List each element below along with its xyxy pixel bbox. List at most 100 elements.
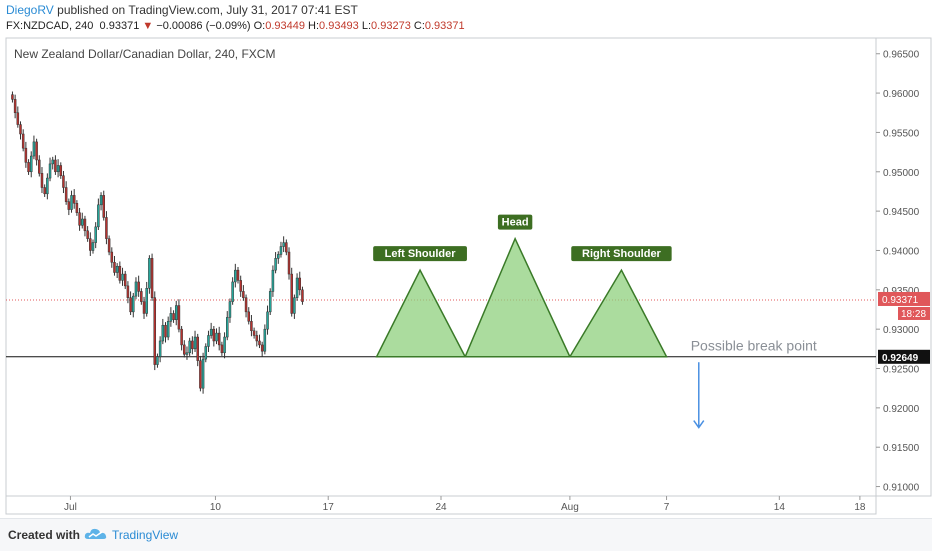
candle [156,353,159,368]
candle [293,294,296,319]
candle [169,307,173,327]
candle-body [228,301,232,318]
pattern-triangle-2 [464,236,572,358]
candle-body [201,358,205,389]
candle [56,159,60,178]
candle [121,267,124,286]
candle-body [260,344,264,352]
candle [102,190,105,221]
candle-body [16,112,20,125]
y-tick-label: 0.94000 [883,246,920,257]
candle-body [142,301,146,314]
candle [217,326,221,351]
price-axis [875,37,932,497]
author-link[interactable]: DiegoRV [6,3,54,17]
candle-body [83,218,87,232]
pattern-label-bg [571,246,672,262]
candle-body [274,258,277,271]
candle-body [123,273,127,287]
candle-body [220,344,224,354]
candle-body [169,313,173,322]
candle [150,253,154,301]
candle-body [89,238,92,251]
candle [161,318,165,345]
candle [62,170,65,194]
candle-body [132,295,135,313]
candle [290,267,293,317]
candle-body [282,242,285,247]
candle [48,157,52,182]
candle [209,322,213,339]
pattern-label: Right Shoulder [571,246,672,262]
candle-body [35,141,38,161]
candle [220,341,224,356]
candle [99,192,103,211]
symbol-label: FX:NZDCAD, 240 [6,20,94,32]
candle [32,135,36,160]
x-tick-label: 10 [210,502,222,513]
candle [301,286,304,305]
candle-body [164,324,167,338]
candle [247,307,250,325]
candle [207,330,210,352]
candle-body [199,360,202,389]
y-tick-label: 0.91000 [883,483,920,494]
candle-body [153,297,157,365]
last-price-badge [878,291,930,306]
candle-body [242,291,245,298]
y-tick-label: 0.93000 [883,325,920,336]
candle [38,155,41,177]
price-chart[interactable]: New Zealand Dollar/Canadian Dollar, 240,… [0,0,932,518]
candle [78,207,81,231]
support-price-badge [878,349,930,364]
y-tick-label: 0.92000 [883,404,920,415]
candle [140,288,143,305]
open-value: 0.93449 [265,20,305,32]
candle-body [19,124,22,135]
pattern-label-bg [373,246,467,262]
candle [126,281,130,304]
candle [134,277,138,300]
candle [236,267,240,284]
candle-body [64,187,68,202]
candle [277,251,280,264]
candle-body [266,311,269,330]
candle-body [129,297,132,313]
break-point-callout: Possible break point [691,337,817,353]
candle-body [97,204,100,228]
candle [252,327,256,339]
candle [250,315,253,337]
candle-body [27,162,30,173]
candle-body [301,289,304,302]
candle-body [24,147,28,163]
candle-body [86,230,89,239]
candle-body [40,173,44,188]
candle-body [207,335,210,347]
candle-body [156,356,159,365]
candle [279,241,283,258]
open-label: O: [253,20,266,32]
candle-body [46,177,49,195]
tradingview-cloud-icon[interactable] [84,527,108,541]
candle-body [94,226,97,243]
candle [174,300,178,326]
candle [212,326,216,347]
candle [11,91,14,103]
candle [158,336,162,363]
candle [118,261,122,284]
candle [21,129,25,152]
candle [83,215,87,237]
candle-body [140,291,143,302]
candle-body [67,201,71,210]
candle [110,247,114,268]
candle [172,310,175,323]
candle-body [137,281,140,292]
candle-body [234,269,237,283]
candle-body [290,273,293,314]
candle [81,212,84,229]
y-tick-label: 0.96500 [883,50,920,61]
candle [89,232,92,256]
candle [142,296,146,319]
candle-body [118,265,122,281]
tradingview-link[interactable]: TradingView [112,528,179,542]
